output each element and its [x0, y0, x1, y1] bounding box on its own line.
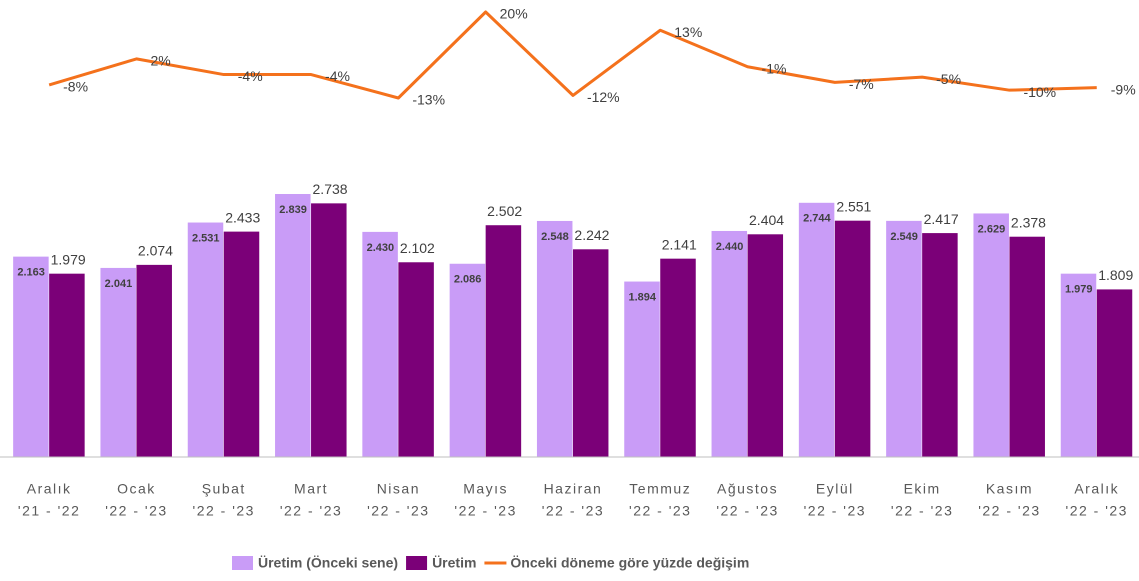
- line-value-label: -4%: [238, 68, 263, 84]
- bar: [223, 231, 260, 457]
- bar-value-label: 2.738: [313, 181, 348, 197]
- x-tick-label: '22 - '23: [804, 503, 866, 519]
- x-tick-label: '22 - '23: [280, 503, 342, 519]
- line-value-label: 20%: [500, 6, 528, 22]
- bar-value-label: 2.629: [978, 223, 1006, 235]
- x-tick-label: Haziran: [544, 481, 603, 497]
- x-tick-label: Kasım: [986, 481, 1033, 497]
- bar: [711, 230, 748, 457]
- line-value-label: -10%: [1023, 84, 1056, 100]
- x-tick-label: Ocak: [117, 481, 156, 497]
- x-tick-label: '22 - '23: [193, 503, 255, 519]
- bar: [100, 267, 136, 457]
- bar-value-label: 2.502: [487, 203, 522, 219]
- x-tick-label: Temmuz: [629, 481, 691, 497]
- x-tick-label: Nisan: [377, 481, 420, 497]
- line-value-label: -12%: [587, 89, 620, 105]
- bar-value-label: 2.417: [924, 211, 959, 227]
- x-tick-label: '22 - '23: [454, 503, 516, 519]
- bar: [973, 213, 1009, 457]
- bar-value-label: 2.433: [225, 209, 260, 225]
- legend-label: Üretim (Önceki sene): [258, 555, 398, 571]
- x-tick-label: '22 - '23: [367, 503, 429, 519]
- bar: [1009, 236, 1045, 457]
- x-tick-label: '22 - '23: [105, 503, 167, 519]
- bar-value-label: 2.163: [17, 267, 45, 279]
- line-value-label: -7%: [849, 76, 874, 92]
- bar: [362, 231, 398, 457]
- x-tick-label: Şubat: [202, 481, 246, 497]
- bar-value-label: 2.102: [400, 240, 435, 256]
- line-value-label: -8%: [63, 79, 88, 95]
- bar: [1060, 273, 1097, 457]
- bar-value-label: 1.979: [1065, 284, 1093, 296]
- legend-label: Üretim: [432, 555, 476, 571]
- line-value-label: -4%: [325, 68, 350, 84]
- bar: [624, 281, 660, 457]
- bar: [922, 233, 958, 457]
- bar-value-label: 1.809: [1098, 267, 1133, 283]
- bar: [449, 263, 486, 457]
- bar: [275, 194, 311, 457]
- bar-value-label: 2.744: [803, 213, 831, 225]
- x-tick-label: Aralık: [1074, 481, 1119, 497]
- bar-value-label: 2.141: [662, 236, 697, 252]
- legend-swatch: [232, 556, 253, 570]
- bar-value-label: 2.404: [749, 212, 784, 228]
- bar-value-label: 2.549: [890, 231, 918, 243]
- x-tick-label: '22 - '23: [978, 503, 1040, 519]
- x-tick-label: '22 - '23: [891, 503, 953, 519]
- bar: [886, 220, 922, 457]
- bar-value-label: 2.041: [105, 278, 133, 290]
- x-tick-label: '22 - '23: [542, 503, 604, 519]
- x-tick-label: Ağustos: [717, 481, 778, 497]
- bar: [1096, 289, 1133, 457]
- bar: [660, 258, 696, 457]
- line-value-label: -5%: [936, 71, 961, 87]
- bar-value-label: 2.839: [279, 204, 307, 216]
- x-tick-label: '22 - '23: [1066, 503, 1128, 519]
- bar: [834, 220, 871, 457]
- line-value-label: 13%: [674, 24, 702, 40]
- bar: [136, 264, 172, 457]
- bar: [311, 203, 347, 457]
- bar-value-label: 2.531: [192, 232, 220, 244]
- line-value-label: -9%: [1111, 81, 1136, 97]
- bar-value-label: 1.979: [51, 251, 86, 267]
- bar-value-label: 2.430: [367, 242, 395, 254]
- x-tick-label: '22 - '23: [716, 503, 778, 519]
- bar-value-label: 1.894: [628, 291, 656, 303]
- bar-value-label: 2.242: [574, 227, 609, 243]
- bar: [49, 273, 85, 457]
- x-tick-label: Ekim: [904, 481, 941, 497]
- bar: [536, 220, 573, 457]
- bar-value-label: 2.074: [138, 243, 173, 259]
- bar-value-label: 2.440: [716, 241, 744, 253]
- x-tick-label: '21 - '22: [18, 503, 80, 519]
- bar: [13, 256, 49, 457]
- bar: [798, 202, 835, 457]
- bar-value-label: 2.086: [454, 274, 482, 286]
- line-value-label: 2%: [150, 53, 170, 69]
- bar: [747, 234, 784, 457]
- x-tick-label: '22 - '23: [629, 503, 691, 519]
- line: [48, 10, 1097, 100]
- x-tick-label: Mart: [294, 481, 328, 497]
- legend-swatch: [406, 556, 428, 570]
- bar-value-label: 2.548: [541, 231, 569, 243]
- bar: [485, 225, 522, 457]
- x-tick-label: Eylül: [816, 481, 854, 497]
- bar: [187, 222, 224, 457]
- x-tick-label: Aralık: [27, 481, 72, 497]
- bar-value-label: 2.551: [836, 198, 871, 214]
- bar: [572, 249, 609, 457]
- legend-label: Önceki döneme göre yüzde değişim: [510, 555, 749, 571]
- line-value-label: -1%: [762, 60, 787, 76]
- bar: [398, 262, 434, 457]
- line-value-label: -13%: [412, 92, 445, 108]
- bar-value-label: 2.378: [1011, 214, 1046, 230]
- x-tick-label: Mayıs: [463, 481, 508, 497]
